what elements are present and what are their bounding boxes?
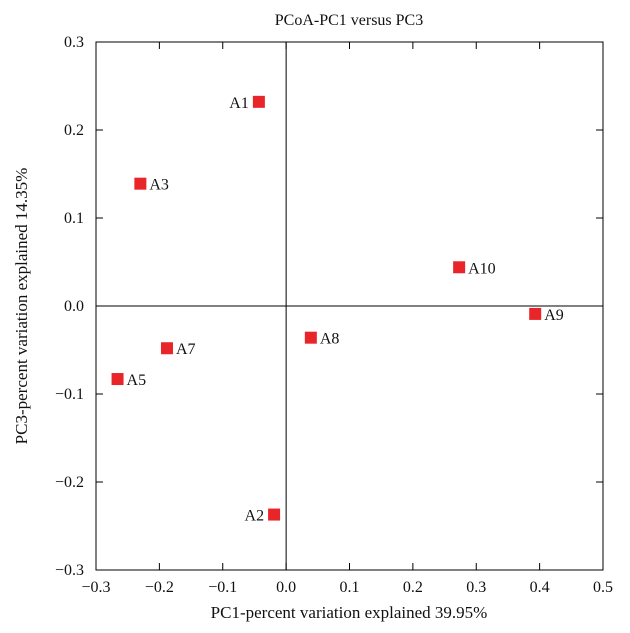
y-tick-label: 0.2 xyxy=(64,122,84,139)
data-point-marker-a9 xyxy=(529,307,542,320)
y-axis: −0.3 −0.2 −0.1 0.0 0.1 0.2 0.3 xyxy=(55,34,603,579)
x-tick-label: 0.3 xyxy=(466,579,486,596)
y-tick-label: 0.0 xyxy=(64,298,84,315)
x-tick-label: 0.0 xyxy=(276,579,296,596)
data-point-marker-a10 xyxy=(453,261,466,274)
data-point-marker-a2 xyxy=(268,508,281,521)
data-points: A1 A3 A10 A9 A8 A7 A5 A2 xyxy=(111,95,564,525)
data-point-marker-a8 xyxy=(304,331,317,344)
x-axis-title: PC1-percent variation explained 39.95% xyxy=(211,603,488,622)
data-point-marker-a1 xyxy=(252,95,265,108)
y-tick-label: −0.1 xyxy=(55,386,84,403)
x-tick-label: −0.3 xyxy=(81,579,110,596)
x-tick-label: 0.4 xyxy=(530,579,550,596)
x-tick-label: 0.5 xyxy=(593,579,613,596)
x-axis: −0.3 −0.2 −0.1 0.0 0.1 0.2 0.3 0.4 0.5 xyxy=(81,42,613,596)
data-point-marker-a3 xyxy=(134,177,147,190)
data-point-marker-a7 xyxy=(160,342,173,355)
chart-title: PCoA-PC1 versus PC3 xyxy=(275,12,423,29)
data-point-label-a5: A5 xyxy=(127,372,147,389)
zero-lines xyxy=(96,42,603,570)
data-point-label-a3: A3 xyxy=(149,177,169,194)
y-tick-label: −0.2 xyxy=(55,474,84,491)
y-tick-label: 0.3 xyxy=(64,34,84,51)
x-tick-label: −0.2 xyxy=(145,579,174,596)
x-tick-label: 0.2 xyxy=(403,579,423,596)
data-point-label-a2: A2 xyxy=(245,508,265,525)
data-point-marker-a5 xyxy=(111,373,124,386)
data-point-label-a10: A10 xyxy=(468,260,496,277)
y-tick-label: −0.3 xyxy=(55,562,84,579)
data-point-label-a1: A1 xyxy=(229,95,249,112)
data-point-label-a8: A8 xyxy=(320,331,340,348)
x-tick-label: 0.1 xyxy=(340,579,360,596)
y-axis-title: PC3-percent variation explained 14.35% xyxy=(12,168,31,445)
data-point-label-a7: A7 xyxy=(176,341,196,358)
data-point-label-a9: A9 xyxy=(544,307,564,324)
y-tick-label: 0.1 xyxy=(64,210,84,227)
x-tick-label: −0.1 xyxy=(208,579,237,596)
